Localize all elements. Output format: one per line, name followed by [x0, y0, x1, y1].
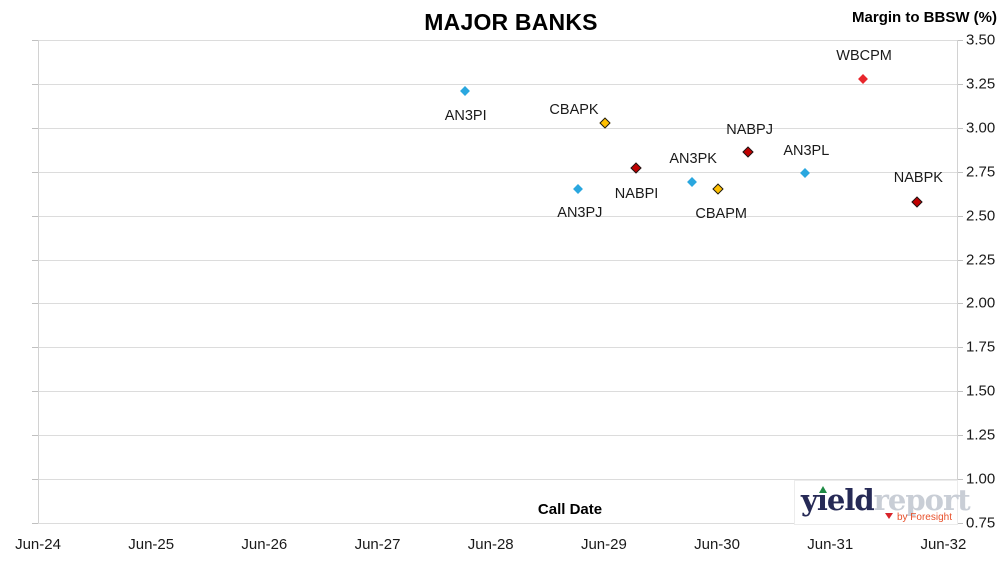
- logo-report-text: report: [873, 483, 971, 517]
- y-tick-right: [957, 83, 963, 85]
- y-tick-label: 2.75: [966, 163, 996, 181]
- y-tick-label: 1.00: [966, 470, 996, 488]
- data-point-NABPJ: [741, 146, 754, 159]
- y-tick-right: [957, 479, 963, 481]
- gridline: [38, 523, 957, 524]
- y-tick-left: [32, 40, 38, 41]
- y-tick-left: [32, 215, 38, 217]
- x-tick-label: Jun-29: [580, 536, 627, 553]
- data-point-AN3PJ: [572, 184, 583, 195]
- y-tick-left: [32, 347, 38, 349]
- y-tick-label: 2.50: [966, 207, 996, 225]
- logo-down-triangle-icon: [884, 513, 893, 519]
- x-tick-label: Jun-26: [241, 536, 288, 553]
- data-point-label-NABPJ: NABPJ: [726, 122, 773, 139]
- y-tick-left: [32, 391, 38, 393]
- gridline: [38, 259, 957, 261]
- gridline: [38, 391, 957, 393]
- x-tick-label: Jun-28: [467, 536, 514, 553]
- data-point-label-CBAPM: CBAPM: [695, 206, 747, 223]
- data-point-label-NABPK: NABPK: [893, 169, 943, 186]
- x-tick-label: Jun-24: [15, 536, 61, 553]
- data-point-label-CBAPK: CBAPK: [549, 101, 599, 118]
- y-tick-left: [32, 523, 38, 524]
- gridline: [38, 215, 957, 217]
- data-point-label-AN3PJ: AN3PJ: [557, 205, 603, 222]
- data-point-label-WBCPM: WBCPM: [836, 47, 892, 64]
- y-tick-left: [32, 479, 38, 481]
- logo-wordmark: yieldreport: [801, 483, 971, 517]
- gridline: [38, 435, 957, 437]
- x-tick-label: Jun-31: [807, 536, 854, 553]
- logo-tagline-text: by Foresight: [896, 512, 952, 523]
- y-tick-label: 2.00: [966, 294, 996, 312]
- y-tick-label: 2.25: [966, 251, 996, 269]
- y-tick-right: [957, 40, 963, 41]
- gridline: [38, 479, 957, 481]
- gridline: [38, 40, 957, 41]
- y-axis-title: Margin to BBSW (%): [852, 9, 997, 26]
- data-point-label-AN3PL: AN3PL: [783, 143, 830, 160]
- y-tick-right: [957, 259, 963, 261]
- y-tick-label: 1.50: [966, 382, 996, 400]
- y-tick-label: 0.75: [966, 514, 996, 532]
- data-point-label-AN3PI: AN3PI: [444, 107, 487, 124]
- data-point-AN3PK: [687, 177, 698, 188]
- x-axis-title: Call Date: [537, 501, 603, 518]
- data-point-WBCPM: [858, 73, 869, 84]
- y-tick-left: [32, 303, 38, 305]
- x-tick-label: Jun-32: [920, 536, 967, 553]
- yieldreport-logo: yieldreport by Foresight: [794, 480, 971, 525]
- y-tick-left: [32, 127, 38, 129]
- y-tick-label: 1.25: [966, 426, 996, 444]
- x-tick-label: Jun-25: [128, 536, 175, 553]
- y-tick-left: [32, 259, 38, 261]
- y-tick-right: [957, 171, 963, 173]
- y-tick-right: [957, 523, 963, 524]
- data-point-label-NABPI: NABPI: [614, 186, 659, 203]
- y-tick-right: [957, 435, 963, 437]
- data-point-CBAPM: [712, 183, 724, 195]
- data-point-AN3PI: [459, 85, 470, 96]
- y-tick-label: 3.25: [966, 75, 996, 93]
- logo-tagline: by Foresight: [884, 512, 952, 523]
- plot-left-edge: [38, 40, 39, 523]
- y-tick-label: 1.75: [966, 338, 996, 356]
- gridline: [38, 347, 957, 349]
- y-tick-right: [957, 127, 963, 129]
- x-tick-label: Jun-30: [694, 536, 740, 553]
- chart-title: MAJOR BANKS: [424, 9, 598, 35]
- gridline: [38, 127, 957, 129]
- data-point-NABPK: [911, 195, 924, 208]
- gridline: [38, 303, 957, 305]
- y-tick-right: [957, 215, 963, 217]
- logo-yield-text: yield: [801, 483, 875, 517]
- plot-right-edge: [957, 40, 958, 523]
- y-tick-label: 3.00: [966, 119, 996, 137]
- gridline: [38, 171, 957, 173]
- data-point-label-AN3PK: AN3PK: [669, 151, 717, 168]
- data-point-AN3PL: [800, 168, 811, 179]
- data-point-CBAPK: [599, 116, 611, 129]
- y-tick-right: [957, 347, 963, 349]
- y-tick-right: [957, 303, 963, 305]
- y-tick-left: [32, 171, 38, 173]
- y-tick-left: [32, 435, 38, 437]
- gridline: [38, 83, 957, 85]
- y-tick-left: [32, 83, 38, 85]
- y-tick-right: [957, 391, 963, 393]
- y-tick-label: 3.50: [966, 31, 996, 49]
- x-tick-label: Jun-27: [354, 536, 401, 553]
- logo-up-triangle-icon: [818, 485, 829, 494]
